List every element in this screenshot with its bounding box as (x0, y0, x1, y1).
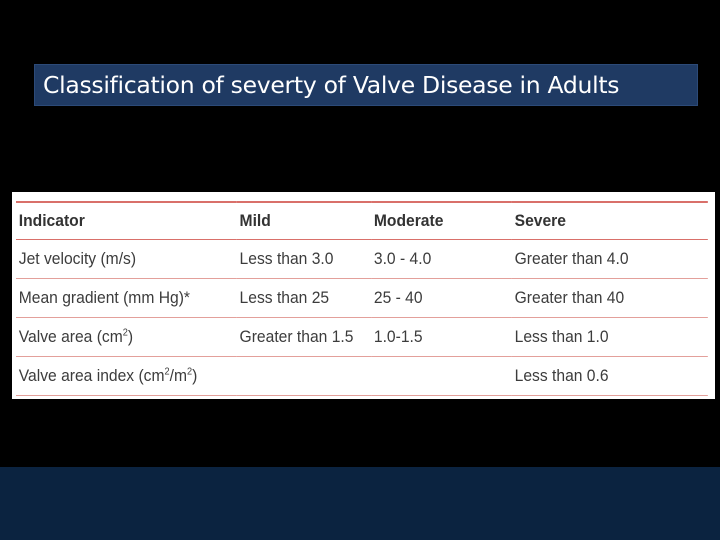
cell-moderate: 25 - 40 (373, 287, 423, 307)
title-box: Classification of severty of Valve Disea… (34, 64, 698, 106)
cell-indicator: Mean gradient (mm Hg)* (18, 287, 190, 307)
cell-indicator: Jet velocity (m/s) (18, 248, 137, 268)
severity-table: Indicator Mild Moderate Severe Jet veloc… (16, 201, 708, 396)
cell-indicator: Valve area index (cm2/m2) (18, 365, 198, 385)
table-row: Mean gradient (mm Hg)* Less than 25 25 -… (16, 278, 708, 317)
cell-mild: Less than 3.0 (239, 248, 334, 268)
cell-moderate (371, 356, 512, 395)
cell-severe: Less than 1.0 (514, 326, 609, 346)
table-container: Indicator Mild Moderate Severe Jet veloc… (12, 192, 715, 399)
cell-mild: Less than 25 (239, 287, 330, 307)
table-header-row: Indicator Mild Moderate Severe (16, 202, 708, 239)
footer-bar (0, 467, 720, 540)
cell-severe: Greater than 40 (514, 287, 625, 307)
cell-moderate: 1.0-1.5 (373, 326, 423, 346)
slide-title: Classification of severty of Valve Disea… (43, 71, 620, 99)
table-row: Valve area index (cm2/m2) Less than 0.6 (16, 356, 708, 395)
header-severe: Severe (514, 210, 566, 230)
table-row: Jet velocity (m/s) Less than 3.0 3.0 - 4… (16, 239, 708, 278)
header-mild: Mild (239, 210, 271, 230)
cell-severe: Greater than 4.0 (514, 248, 629, 268)
header-moderate: Moderate (373, 210, 444, 230)
table-row: Valve area (cm2) Greater than 1.5 1.0-1.… (16, 317, 708, 356)
cell-indicator: Valve area (cm2) (18, 326, 134, 346)
cell-mild: Greater than 1.5 (239, 326, 354, 346)
cell-mild (237, 356, 371, 395)
cell-moderate: 3.0 - 4.0 (373, 248, 432, 268)
cell-severe: Less than 0.6 (514, 365, 609, 385)
header-indicator: Indicator (18, 210, 85, 230)
